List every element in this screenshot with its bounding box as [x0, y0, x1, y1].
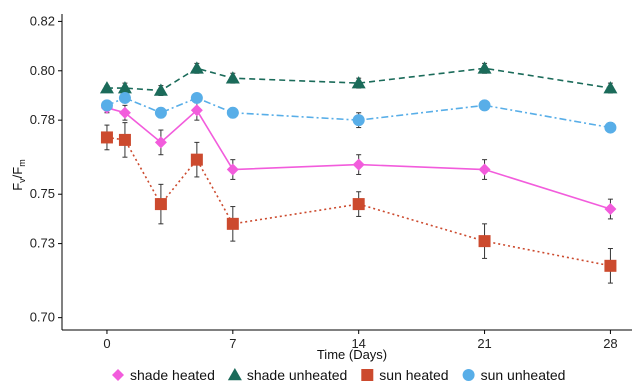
- data-point-shade-heated: [478, 163, 491, 176]
- x-tick-label: 7: [229, 336, 236, 351]
- y-tick-label: 0.70: [30, 310, 55, 325]
- x-axis-title: Time (Days): [317, 347, 387, 362]
- y-axis-title: Fv/Fm: [10, 159, 27, 191]
- y-tick-label: 0.75: [30, 186, 55, 201]
- series-sun-heated: [100, 122, 617, 284]
- legend-marker-shade-unheated: [227, 368, 242, 381]
- data-point-shade-heated: [352, 158, 365, 171]
- series-line-shade-heated: [106, 107, 611, 210]
- x-tick-label: 0: [103, 336, 110, 351]
- data-point-sun-heated: [604, 259, 617, 272]
- data-point-shade-unheated: [477, 61, 492, 74]
- data-point-sun-heated: [226, 217, 239, 230]
- data-point-sun-heated: [352, 198, 365, 211]
- series-shade-heated: [100, 99, 617, 220]
- data-point-shade-heated: [190, 104, 203, 117]
- legend-label-sun-unheated: sun unheated: [481, 367, 566, 383]
- y-tick-label: 0.78: [30, 112, 55, 127]
- data-point-sun-unheated: [118, 91, 131, 104]
- legend-label-sun-heated: sun heated: [379, 367, 448, 383]
- series-line-sun-heated: [106, 136, 611, 267]
- series-shade-unheated: [99, 61, 618, 96]
- x-tick-label: 14: [351, 336, 365, 351]
- data-point-sun-unheated: [226, 106, 239, 119]
- legend-marker-sun-heated: [361, 369, 374, 381]
- legend-label-shade-unheated: shade unheated: [247, 367, 347, 383]
- data-point-shade-heated: [154, 136, 167, 149]
- legend: shade heated shade unheated sun heated sun …: [112, 367, 565, 383]
- x-tick-label: 28: [603, 336, 617, 351]
- data-point-sun-unheated: [190, 91, 203, 104]
- legend-marker-sun-unheated: [462, 369, 475, 381]
- data-point-sun-heated: [190, 153, 203, 166]
- data-point-shade-unheated: [117, 81, 132, 94]
- data-point-shade-heated: [604, 203, 617, 216]
- data-point-shade-unheated: [153, 83, 168, 96]
- data-point-sun-unheated: [154, 106, 167, 119]
- legend-marker-shade-heated: [112, 369, 124, 381]
- y-tick-label: 0.80: [30, 63, 55, 78]
- plot-area: [99, 61, 618, 284]
- series-line-shade-unheated: [106, 67, 611, 92]
- data-point-sun-heated: [100, 131, 113, 144]
- data-point-sun-heated: [478, 235, 491, 248]
- series-sun-unheated: [100, 91, 617, 134]
- data-point-sun-unheated: [100, 99, 113, 112]
- data-point-sun-unheated: [604, 121, 617, 134]
- x-tick-label: 21: [477, 336, 491, 351]
- data-point-shade-unheated: [189, 61, 204, 74]
- axes: 0.70 0.73 0.75 0.78 0.80 0.82 0 7 14 21 28: [30, 13, 632, 351]
- data-point-shade-heated: [118, 106, 131, 119]
- data-point-shade-unheated: [225, 71, 240, 84]
- data-point-shade-heated: [226, 163, 239, 176]
- y-tick-label: 0.73: [30, 236, 55, 251]
- data-point-shade-unheated: [603, 81, 618, 94]
- data-point-shade-unheated: [99, 81, 114, 94]
- series-line-sun-unheated: [106, 97, 611, 129]
- data-point-sun-unheated: [478, 99, 491, 112]
- data-point-sun-heated: [118, 133, 131, 146]
- data-point-sun-heated: [154, 198, 167, 211]
- data-point-shade-unheated: [351, 76, 366, 89]
- y-tick-label: 0.82: [30, 13, 55, 28]
- data-point-sun-unheated: [352, 114, 365, 127]
- legend-label-shade-heated: shade heated: [130, 367, 215, 383]
